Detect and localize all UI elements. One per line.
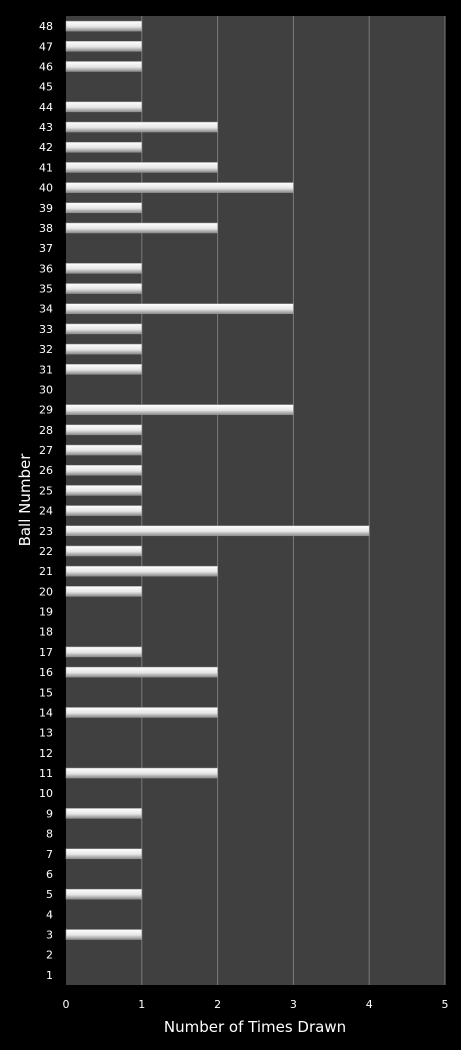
y-tick-label: 45 (39, 81, 53, 94)
y-tick-label: 13 (39, 727, 53, 740)
bar-ball-23 (65, 525, 370, 537)
y-tick-label: 33 (39, 323, 53, 336)
bar-ball-28 (65, 424, 143, 436)
y-tick-label: 41 (39, 161, 53, 174)
y-tick-label: 32 (39, 343, 53, 356)
bar-ball-20 (65, 586, 143, 597)
y-tick-label: 26 (39, 464, 53, 477)
bar-ball-9 (65, 808, 143, 819)
bar-ball-44 (65, 101, 143, 113)
y-tick-label: 11 (39, 767, 53, 780)
bar-ball-31 (65, 364, 143, 375)
bar-ball-27 (65, 444, 143, 456)
x-tick-labels: 0 1 2 3 4 5 (63, 998, 449, 1011)
y-tick-label: 22 (39, 545, 53, 558)
y-tick-label: 39 (39, 202, 53, 215)
bar-ball-3 (65, 929, 143, 940)
bar-ball-48 (65, 20, 143, 32)
y-tick-label: 19 (39, 606, 53, 619)
y-tick-label: 7 (46, 848, 53, 861)
x-tick-label: 1 (138, 998, 145, 1011)
bar-ball-39 (65, 202, 143, 214)
y-tick-label: 1 (46, 969, 53, 982)
y-tick-label: 30 (39, 383, 53, 396)
bar-ball-7 (65, 848, 143, 860)
bar-ball-35 (65, 283, 143, 294)
y-tick-label: 35 (39, 283, 53, 296)
y-tick-label: 40 (39, 182, 53, 195)
y-tick-label: 43 (39, 121, 53, 134)
y-tick-label: 16 (39, 666, 53, 679)
y-tick-label: 14 (39, 706, 53, 719)
x-tick-label: 2 (214, 998, 221, 1011)
y-tick-labels: 1234567891011121314151617181920212223242… (39, 20, 53, 982)
bar-ball-36 (65, 263, 143, 274)
y-tick-label: 12 (39, 747, 53, 760)
y-tick-label: 42 (39, 141, 53, 154)
y-tick-label: 18 (39, 626, 53, 639)
y-tick-label: 3 (46, 929, 53, 942)
gridlines (141, 16, 446, 985)
bar-ball-17 (65, 646, 143, 658)
x-tick-label: 5 (442, 998, 449, 1011)
y-axis-title: Ball Number (16, 453, 34, 547)
bar-ball-34 (65, 303, 294, 314)
y-tick-label: 34 (39, 303, 53, 316)
bar-ball-42 (65, 141, 143, 153)
y-tick-label: 21 (39, 565, 53, 578)
bar-ball-43 (65, 121, 218, 133)
y-tick-label: 31 (39, 363, 53, 376)
bar-ball-40 (65, 182, 294, 193)
bar-ball-26 (65, 464, 143, 476)
y-tick-label: 20 (39, 585, 53, 598)
y-tick-label: 5 (46, 888, 53, 901)
y-tick-label: 17 (39, 646, 53, 659)
y-tick-label: 47 (39, 40, 53, 53)
y-tick-label: 25 (39, 484, 53, 497)
bar-ball-11 (65, 767, 218, 779)
y-tick-label: 9 (46, 807, 53, 820)
y-tick-label: 10 (39, 787, 53, 800)
y-tick-label: 46 (39, 60, 53, 73)
plot-area (66, 16, 445, 985)
y-tick-label: 23 (39, 525, 53, 538)
y-tick-label: 8 (46, 828, 53, 841)
y-tick-label: 48 (39, 20, 53, 33)
bar-ball-29 (65, 404, 294, 415)
bar-ball-22 (65, 545, 143, 557)
y-tick-label: 24 (39, 505, 53, 518)
x-tick-label: 0 (63, 998, 70, 1011)
x-tick-label: 3 (290, 998, 297, 1011)
y-tick-label: 29 (39, 404, 53, 417)
bar-ball-46 (65, 61, 143, 72)
bar-ball-24 (65, 505, 143, 516)
y-tick-label: 37 (39, 242, 53, 255)
y-tick-label: 2 (46, 949, 53, 962)
bar-ball-14 (65, 707, 218, 718)
bar-ball-41 (65, 162, 218, 173)
y-tick-label: 4 (46, 908, 53, 921)
bar-ball-16 (65, 666, 218, 678)
bar-ball-33 (65, 323, 143, 335)
x-axis-title: Number of Times Drawn (164, 1018, 346, 1036)
bar-ball-25 (65, 485, 143, 496)
bar-ball-47 (65, 41, 143, 52)
y-tick-label: 44 (39, 101, 53, 114)
y-tick-label: 6 (46, 868, 53, 881)
bar-ball-32 (65, 343, 143, 355)
bar-ball-5 (65, 888, 143, 900)
y-tick-label: 27 (39, 444, 53, 457)
y-tick-label: 28 (39, 424, 53, 437)
y-tick-label: 38 (39, 222, 53, 235)
y-tick-label: 15 (39, 686, 53, 699)
bar-ball-21 (65, 565, 218, 577)
x-tick-label: 4 (366, 998, 373, 1011)
bars (65, 20, 370, 940)
bar-ball-38 (65, 222, 218, 234)
y-tick-label: 36 (39, 262, 53, 275)
